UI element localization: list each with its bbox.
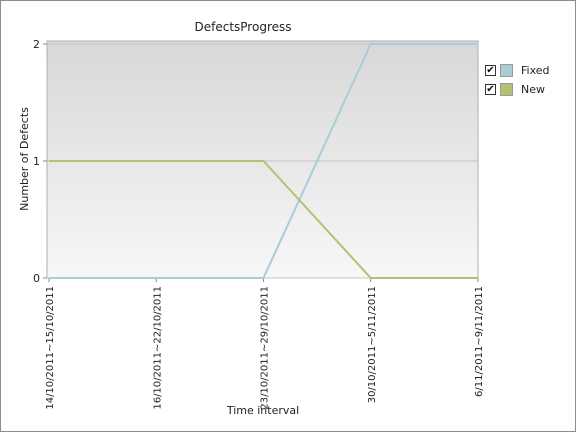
x-tick-label-3: 30/10/2011~5/11/2011 xyxy=(367,286,378,403)
legend-label-fixed: Fixed xyxy=(521,64,550,77)
y-tick-label-1: 1 xyxy=(33,155,40,168)
x-tick-label-1: 16/10/2011~22/10/2011 xyxy=(152,286,163,410)
legend-checkbox-fixed[interactable]: ✔ xyxy=(485,65,496,76)
legend: ✔ Fixed ✔ New xyxy=(485,61,550,99)
x-axis-label: Time interval xyxy=(226,404,299,417)
series-lines xyxy=(49,43,478,279)
y-tick-label-0: 0 xyxy=(33,272,40,285)
legend-label-new: New xyxy=(521,83,545,96)
x-tick-label-2: 23/10/2011~29/10/2011 xyxy=(260,286,271,410)
legend-checkbox-new[interactable]: ✔ xyxy=(485,84,496,95)
legend-item-fixed[interactable]: ✔ Fixed xyxy=(485,61,550,80)
x-axis-ticks: 14/10/2011~15/10/2011 16/10/2011~22/10/20… xyxy=(45,278,485,410)
y-axis-ticks: 0 1 2 xyxy=(33,38,47,285)
y-tick-label-2: 2 xyxy=(33,38,40,51)
legend-swatch-fixed xyxy=(500,64,513,77)
series-line-fixed xyxy=(49,43,478,279)
series-line-new xyxy=(49,160,478,279)
plot-area xyxy=(46,40,479,279)
chart-title: DefectsProgress xyxy=(195,20,292,34)
legend-swatch-new xyxy=(500,83,513,96)
x-tick-label-0: 14/10/2011~15/10/2011 xyxy=(45,286,56,410)
y-axis-label: Number of Defects xyxy=(18,107,31,211)
x-tick-label-4: 6/11/2011~9/11/2011 xyxy=(474,286,485,397)
legend-item-new[interactable]: ✔ New xyxy=(485,80,550,99)
